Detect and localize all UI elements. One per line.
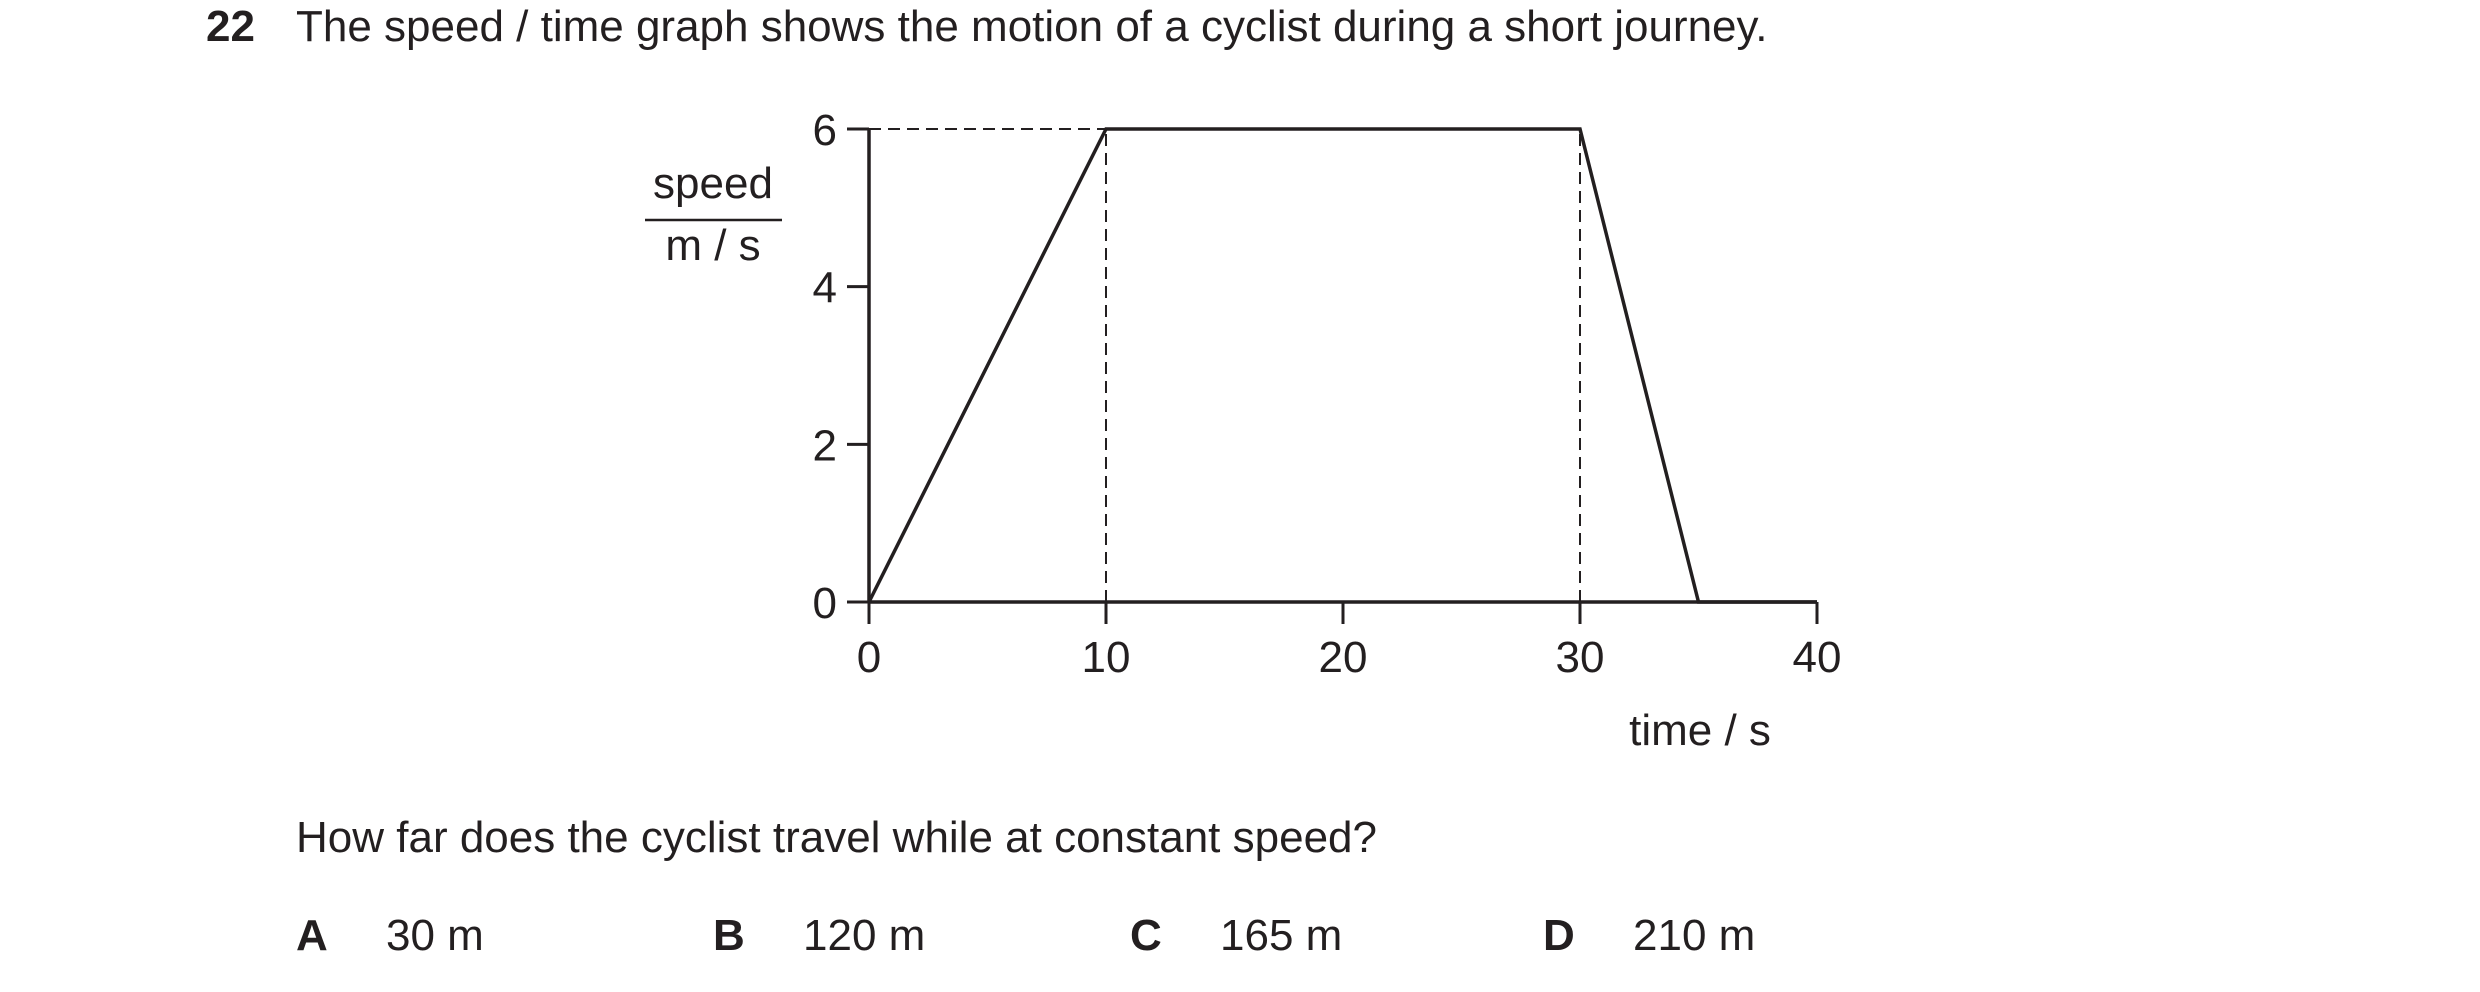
option-a-letter: A — [296, 911, 328, 960]
question-number: 22 — [206, 2, 255, 51]
speed-time-chart: 0 10 20 30 40 0 2 4 6 speed m / s time / s — [645, 106, 1842, 755]
x-tick-label-40: 40 — [1793, 633, 1842, 682]
option-c-value: 165 m — [1220, 911, 1343, 960]
ticks: 0 10 20 30 40 0 2 4 6 — [813, 106, 1842, 682]
x-tick-label-0: 0 — [857, 633, 881, 682]
question-text: The speed / time graph shows the motion … — [296, 2, 1768, 51]
series — [867, 127, 1817, 604]
y-tick-label-0: 0 — [813, 579, 837, 628]
x-axis-label: time / s — [1629, 706, 1771, 755]
option-a[interactable]: A 30 m — [296, 911, 484, 961]
option-b-letter: B — [713, 911, 745, 960]
axes — [867, 129, 1817, 604]
y-axis-label: speed m / s — [645, 159, 782, 270]
option-d-value: 210 m — [1633, 911, 1756, 960]
y-axis-label-bottom: m / s — [665, 221, 760, 270]
option-b[interactable]: B 120 m — [713, 911, 925, 961]
y-tick-label-6: 6 — [813, 106, 837, 155]
option-d-letter: D — [1543, 911, 1575, 960]
x-tick-label-30: 30 — [1556, 633, 1605, 682]
option-d[interactable]: D 210 m — [1543, 911, 1755, 961]
sub-question-text: How far does the cyclist travel while at… — [296, 813, 1377, 862]
y-tick-label-2: 2 — [813, 421, 837, 470]
x-tick-label-20: 20 — [1319, 633, 1368, 682]
option-a-value: 30 m — [386, 911, 484, 960]
option-c-letter: C — [1130, 911, 1162, 960]
y-tick-label-4: 4 — [813, 264, 837, 313]
dashed-guides — [869, 128, 1581, 602]
option-c[interactable]: C 165 m — [1130, 911, 1342, 961]
x-tick-label-10: 10 — [1082, 633, 1131, 682]
y-axis-label-top: speed — [653, 159, 773, 208]
speed-time-line-0 — [867, 127, 1817, 604]
option-b-value: 120 m — [803, 911, 926, 960]
